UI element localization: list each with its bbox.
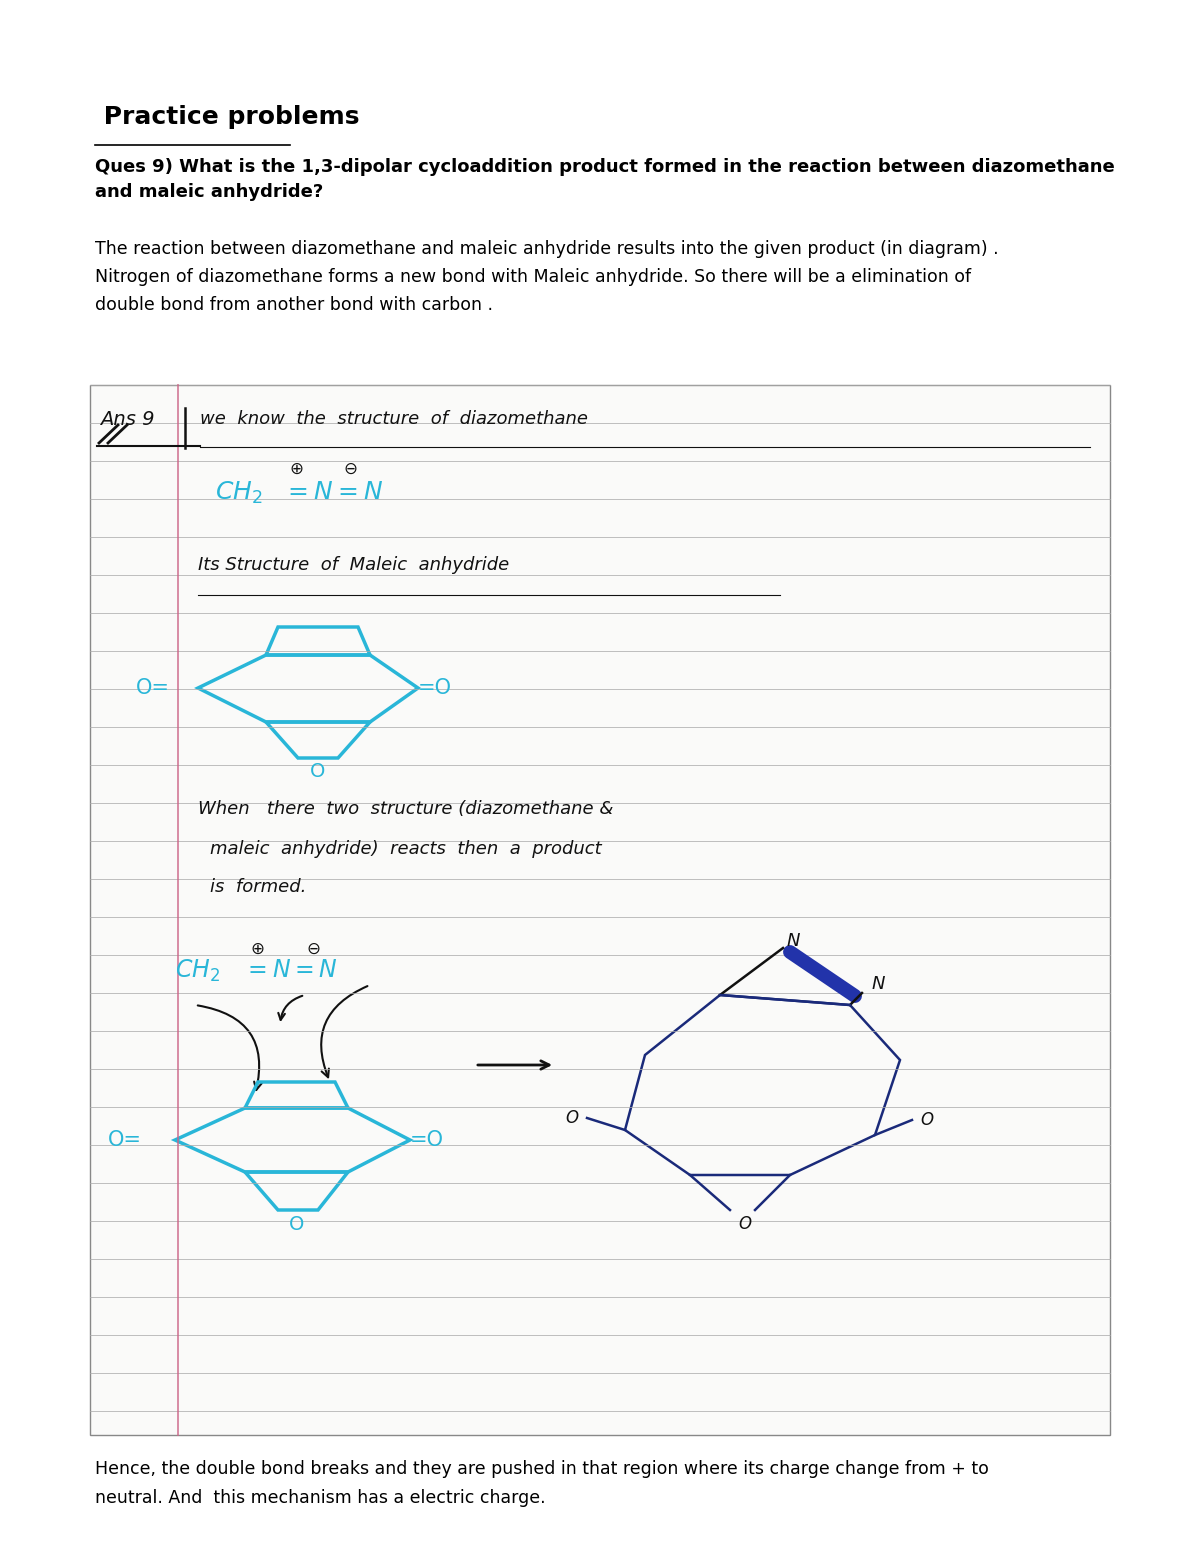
Text: $\mathit{CH_2}$: $\mathit{CH_2}$ (175, 958, 220, 985)
Text: When   there  two  structure (diazomethane &: When there two structure (diazomethane & (198, 800, 613, 818)
Text: O=: O= (136, 679, 170, 697)
Text: Ques 9) What is the 1,3-dipolar cycloaddition product formed in the reaction bet: Ques 9) What is the 1,3-dipolar cycloadd… (95, 158, 1115, 200)
Text: ⊕: ⊕ (289, 460, 302, 478)
Text: The reaction between diazomethane and maleic anhydride results into the given pr: The reaction between diazomethane and ma… (95, 241, 998, 314)
Text: ⊕: ⊕ (250, 940, 264, 958)
Text: ⊖: ⊖ (306, 940, 320, 958)
Text: O: O (565, 1109, 578, 1127)
FancyArrowPatch shape (322, 986, 367, 1078)
Text: is  formed.: is formed. (210, 877, 306, 896)
Text: =O: =O (410, 1131, 444, 1151)
FancyArrowPatch shape (278, 995, 302, 1020)
Text: N: N (786, 932, 799, 950)
Text: O: O (311, 763, 325, 781)
Text: ⊖: ⊖ (343, 460, 356, 478)
Text: O=: O= (108, 1131, 142, 1151)
Text: =O: =O (418, 679, 452, 697)
Text: $\mathit{=N=N}$: $\mathit{=N=N}$ (283, 480, 383, 505)
Text: maleic  anhydride)  reacts  then  a  product: maleic anhydride) reacts then a product (210, 840, 601, 857)
Text: N: N (871, 975, 884, 992)
Text: Hence, the double bond breaks and they are pushed in that region where its charg: Hence, the double bond breaks and they a… (95, 1460, 989, 1508)
Text: O: O (920, 1110, 934, 1129)
Text: Its Structure  of  Maleic  anhydride: Its Structure of Maleic anhydride (198, 556, 509, 575)
Text: we  know  the  structure  of  diazomethane: we know the structure of diazomethane (200, 410, 588, 429)
Text: Ans 9: Ans 9 (100, 410, 155, 429)
Text: $\mathit{=N=N}$: $\mathit{=N=N}$ (242, 958, 337, 981)
Text: O: O (738, 1214, 751, 1233)
Text: O: O (289, 1214, 305, 1235)
Text: $\mathit{CH_2}$: $\mathit{CH_2}$ (215, 480, 263, 506)
FancyArrowPatch shape (198, 1005, 262, 1090)
Bar (90, 385, 1110, 1435)
Text: Practice problems: Practice problems (95, 106, 360, 129)
